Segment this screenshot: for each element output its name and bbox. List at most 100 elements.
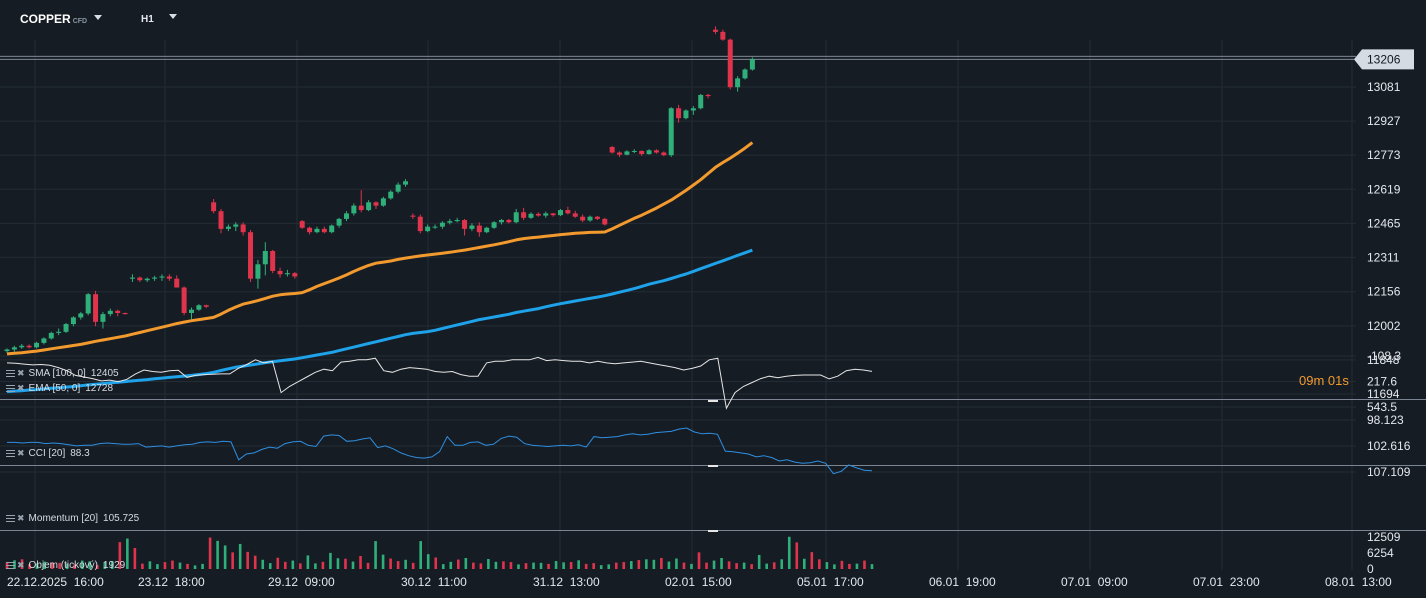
volume-bar bbox=[28, 564, 31, 569]
symbol-suffix: CFD bbox=[72, 18, 88, 25]
volume-bar bbox=[870, 564, 874, 569]
time-tick-label: 07.01 09:00 bbox=[1061, 575, 1128, 589]
volume-bar bbox=[840, 560, 844, 569]
candle-body bbox=[609, 146, 615, 153]
candle-up bbox=[336, 217, 342, 228]
volume-bar bbox=[314, 563, 317, 569]
candle-body bbox=[476, 225, 482, 233]
remove-icon[interactable]: ✖ bbox=[17, 368, 25, 378]
bar-countdown: 09m 01s bbox=[1299, 373, 1349, 388]
time-tick-label: 05.01 17:00 bbox=[797, 575, 864, 589]
volume-bar bbox=[58, 562, 61, 569]
volume-bar bbox=[261, 559, 265, 569]
remove-icon[interactable]: ✖ bbox=[17, 448, 25, 458]
timeframe-label: H1 bbox=[141, 14, 154, 25]
candle-body bbox=[240, 224, 246, 233]
candle-down bbox=[218, 208, 224, 234]
remove-icon[interactable]: ✖ bbox=[17, 560, 25, 570]
candle-body bbox=[432, 226, 438, 228]
candle-up bbox=[491, 221, 497, 229]
volume-bar bbox=[95, 565, 99, 569]
grid bbox=[0, 40, 1426, 570]
volume-bar bbox=[607, 564, 611, 569]
volume-bar bbox=[133, 548, 137, 569]
price-tick-label: 13081 bbox=[1367, 80, 1401, 94]
candle-up bbox=[498, 218, 504, 225]
volume-bar bbox=[419, 541, 422, 569]
candle-up bbox=[343, 211, 349, 222]
timeframe-selector[interactable]: H1 bbox=[141, 14, 177, 25]
candle-up bbox=[351, 203, 357, 216]
candle-body bbox=[720, 31, 726, 40]
candle-up bbox=[587, 215, 593, 222]
candle-up bbox=[144, 277, 150, 283]
legend-cci: ✖ CCI [20] 88.3 bbox=[6, 448, 90, 459]
candle-body bbox=[196, 305, 202, 310]
candle-body bbox=[152, 277, 158, 279]
volume-label: Objem (tickový) bbox=[28, 560, 98, 571]
candle-up bbox=[735, 76, 741, 92]
legend-ema: ✖ EMA [50, 0] 12728 bbox=[6, 383, 113, 394]
volume-bar bbox=[494, 561, 498, 569]
price-tick-label: 12311 bbox=[1367, 250, 1400, 264]
candle-body bbox=[78, 313, 84, 318]
candle-up bbox=[196, 304, 202, 311]
volume-bar bbox=[35, 563, 39, 569]
candle-body bbox=[417, 216, 423, 232]
settings-menu-icon[interactable] bbox=[6, 370, 15, 377]
candle-down bbox=[727, 38, 733, 90]
settings-menu-icon[interactable] bbox=[6, 562, 15, 569]
volume-bar bbox=[396, 561, 400, 569]
volume-bar bbox=[321, 561, 325, 569]
candle-body bbox=[358, 205, 364, 211]
volume-bar bbox=[457, 559, 460, 569]
volume-bar bbox=[178, 562, 182, 569]
volume-bar bbox=[780, 559, 784, 569]
candle-down bbox=[565, 206, 571, 215]
volume-bar bbox=[65, 563, 69, 569]
volume-bar bbox=[742, 562, 746, 569]
candle-up bbox=[159, 274, 165, 281]
candle-down bbox=[535, 212, 541, 217]
candle-up bbox=[425, 224, 431, 233]
volume-bar bbox=[472, 562, 475, 569]
candle-up bbox=[255, 259, 261, 289]
settings-menu-icon[interactable] bbox=[6, 385, 15, 392]
volume-bar bbox=[614, 562, 618, 569]
candle-down bbox=[299, 220, 305, 229]
volume-bar bbox=[750, 564, 753, 569]
candle-up bbox=[85, 293, 91, 316]
price-tick-label: 12002 bbox=[1367, 319, 1401, 333]
candle-body bbox=[439, 222, 445, 227]
candle-up bbox=[366, 200, 372, 212]
candle-up bbox=[48, 331, 54, 340]
candle-body bbox=[572, 213, 578, 217]
candle-down bbox=[712, 26, 718, 35]
candle-up bbox=[388, 190, 394, 200]
candle-body bbox=[425, 226, 431, 232]
candle-down bbox=[277, 267, 283, 278]
volume-tick-label: 0 bbox=[1367, 562, 1374, 576]
candle-body bbox=[735, 78, 741, 88]
settings-menu-icon[interactable] bbox=[6, 450, 15, 457]
candle-body bbox=[137, 277, 143, 281]
candle-down bbox=[521, 207, 527, 221]
current-price-label: 13206 bbox=[1367, 52, 1401, 66]
volume-bar bbox=[532, 562, 535, 569]
candle-body bbox=[63, 324, 69, 332]
current-price-tag bbox=[1354, 49, 1414, 70]
volume-bar bbox=[216, 540, 219, 569]
remove-icon[interactable]: ✖ bbox=[17, 513, 25, 523]
remove-icon[interactable]: ✖ bbox=[17, 383, 25, 393]
settings-menu-icon[interactable] bbox=[6, 515, 15, 522]
price-tick-label: 12156 bbox=[1367, 285, 1401, 299]
candle-body bbox=[329, 225, 335, 233]
symbol-selector[interactable]: COPPER CFD bbox=[20, 12, 103, 26]
volume-bar bbox=[720, 557, 723, 569]
volume-bar bbox=[803, 558, 806, 569]
candle-body bbox=[712, 29, 718, 32]
candle-down bbox=[292, 272, 298, 279]
candle-down bbox=[602, 217, 608, 226]
candle-down bbox=[181, 286, 187, 316]
